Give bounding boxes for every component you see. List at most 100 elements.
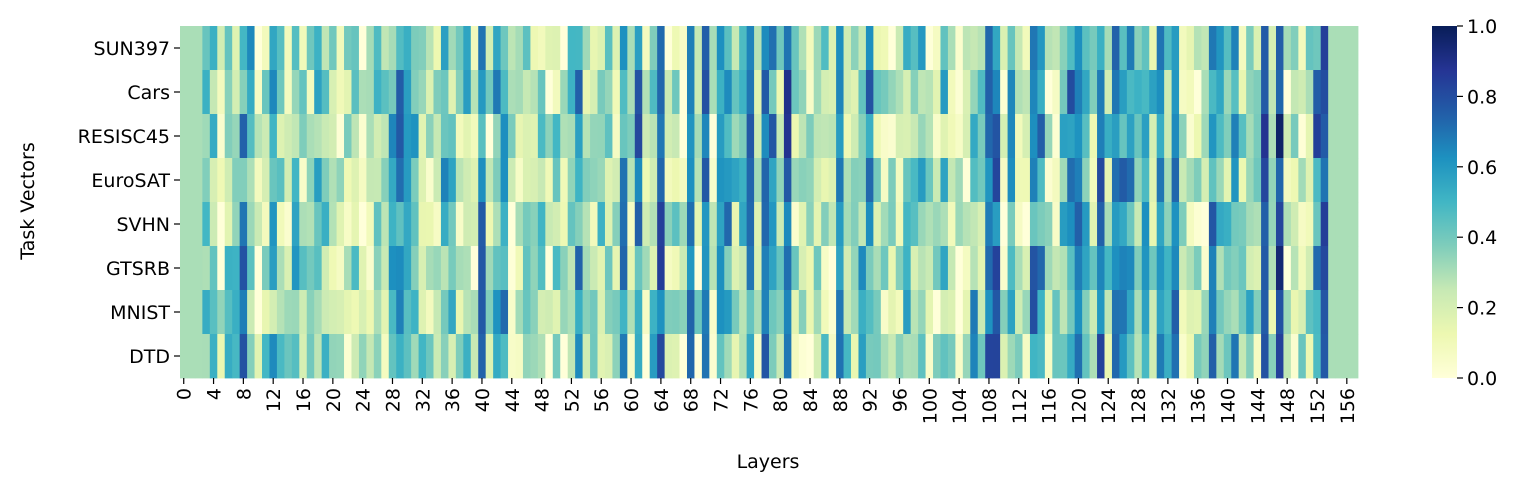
heatmap-cell: [470, 70, 479, 115]
heatmap-cell: [791, 246, 800, 291]
heatmap-cell: [888, 114, 897, 159]
heatmap-cell: [888, 290, 897, 335]
heatmap-cell: [180, 26, 188, 71]
heatmap-cell: [1141, 290, 1150, 335]
heatmap-cell: [388, 70, 397, 115]
heatmap-cell: [910, 114, 919, 159]
heatmap-cell: [642, 246, 651, 291]
heatmap-cell: [247, 70, 255, 115]
heatmap-cell: [291, 26, 300, 71]
heatmap-cell: [1126, 246, 1135, 291]
heatmap-cell: [433, 290, 442, 335]
heatmap-cell: [769, 26, 777, 71]
heatmap-cell: [455, 202, 464, 247]
heatmap-cell: [709, 158, 718, 203]
heatmap-cell: [880, 26, 889, 71]
x-axis: 0 4 8 12 16 20 24 28 32 36 40 44 48 52 56 60 64 68 72 76 80 8…: [174, 378, 1359, 424]
heatmap-cell: [1313, 334, 1322, 379]
heatmap-cell: [798, 114, 807, 159]
heatmap-cell: [918, 246, 926, 291]
heatmap-cell: [903, 114, 912, 159]
heatmap-cell: [1290, 26, 1299, 71]
heatmap-cell: [933, 202, 941, 247]
heatmap-cell: [1171, 202, 1180, 247]
heatmap-cell: [433, 70, 442, 115]
heatmap-cell: [776, 290, 785, 335]
heatmap-cell: [1097, 158, 1105, 203]
heatmap-cell: [798, 70, 807, 115]
heatmap-cell: [716, 70, 725, 115]
heatmap-cell: [1171, 26, 1180, 71]
heatmap-cell: [582, 114, 591, 159]
heatmap-cell: [388, 202, 397, 247]
heatmap-cell: [1082, 26, 1090, 71]
heatmap-cell: [694, 202, 703, 247]
heatmap-cell: [858, 202, 867, 247]
heatmap-cell: [388, 290, 397, 335]
x-tick-label: 32: [412, 388, 434, 412]
heatmap-cell: [918, 114, 926, 159]
heatmap-cell: [1179, 158, 1187, 203]
heatmap-cell: [597, 114, 606, 159]
heatmap-cell: [388, 158, 397, 203]
x-tick-label: 8: [233, 388, 255, 400]
heatmap-cell: [247, 26, 255, 71]
heatmap-cell: [1015, 202, 1023, 247]
heatmap-cell: [224, 246, 233, 291]
heatmap-cell: [1097, 334, 1105, 379]
heatmap-cell: [1022, 202, 1031, 247]
heatmap-cell: [1246, 290, 1255, 335]
heatmap-cell: [895, 290, 904, 335]
heatmap-cell: [880, 334, 889, 379]
heatmap-cell: [1186, 334, 1195, 379]
heatmap-cell: [1037, 70, 1046, 115]
heatmap-cell: [873, 70, 882, 115]
heatmap-cell: [545, 26, 554, 71]
heatmap-cell: [1223, 246, 1232, 291]
heatmap-cell: [821, 114, 830, 159]
heatmap-cell: [344, 26, 352, 71]
heatmap-cell: [701, 114, 710, 159]
heatmap-cell: [1320, 246, 1329, 291]
heatmap-cell: [1223, 334, 1232, 379]
heatmap-cell: [798, 158, 807, 203]
heatmap-cell: [1074, 114, 1083, 159]
heatmap-cell: [724, 114, 733, 159]
heatmap-cell: [344, 202, 352, 247]
heatmap-cell: [918, 202, 926, 247]
heatmap-cell: [1022, 246, 1031, 291]
heatmap-cell: [1119, 334, 1128, 379]
heatmap-cell: [962, 158, 971, 203]
heatmap-cell: [306, 246, 315, 291]
x-tick-label: 128: [1128, 388, 1150, 424]
x-tick-label: 64: [651, 388, 673, 412]
heatmap-cell: [619, 158, 628, 203]
heatmap-cell: [1246, 246, 1255, 291]
heatmap-cell: [485, 158, 494, 203]
heatmap-cell: [575, 158, 584, 203]
heatmap-cell: [560, 334, 569, 379]
heatmap-cell: [351, 114, 360, 159]
heatmap-cell: [314, 114, 323, 159]
heatmap-cell: [269, 26, 278, 71]
heatmap-cell: [1275, 290, 1284, 335]
heatmap-cell: [806, 334, 815, 379]
heatmap-cell: [351, 158, 360, 203]
heatmap-cell: [724, 26, 733, 71]
heatmap-cell: [247, 290, 255, 335]
heatmap-cell: [500, 158, 509, 203]
heatmap-cell: [455, 246, 464, 291]
heatmap-cell: [1059, 246, 1068, 291]
heatmap-cell: [381, 70, 390, 115]
heatmap-cell: [769, 114, 777, 159]
heatmap-cell: [798, 290, 807, 335]
heatmap-cell: [500, 334, 509, 379]
heatmap-cell: [619, 334, 628, 379]
colorbar-tick-label: 0.4: [1467, 227, 1497, 249]
heatmap-cell: [776, 202, 785, 247]
heatmap-cell: [1186, 70, 1195, 115]
heatmap-cell: [1231, 158, 1240, 203]
heatmap-cell: [426, 334, 434, 379]
heatmap-cell: [1261, 202, 1269, 247]
heatmap-cell: [232, 334, 241, 379]
